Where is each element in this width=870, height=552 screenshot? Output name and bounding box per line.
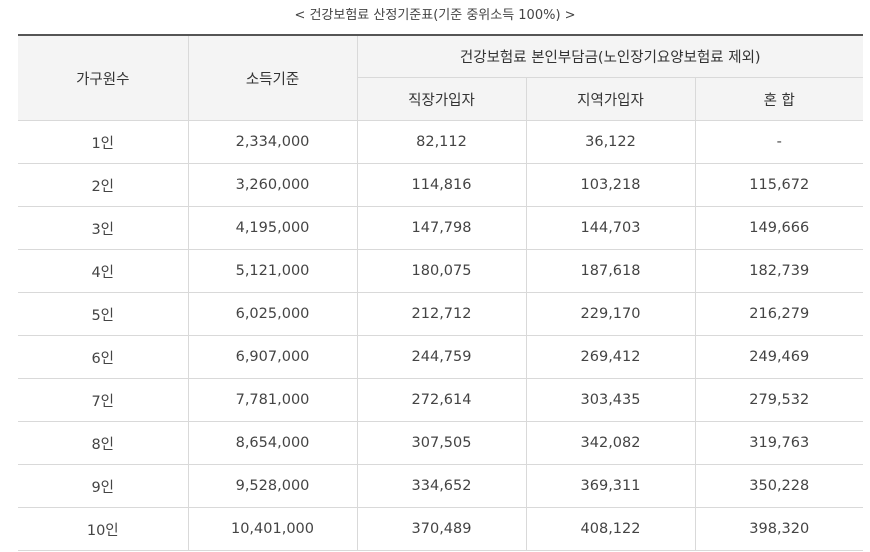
cell-household: 10인	[18, 507, 189, 551]
table-row: 4인 5,121,000 180,075 187,618 182,739	[18, 249, 863, 293]
cell-income: 7,781,000	[187, 378, 358, 422]
table-header: 가구원수 소득기준 건강보험료 본인부담금(노인장기요양보험료 제외) 직장가입…	[18, 34, 863, 121]
table-row: 10인 10,401,000 370,489 408,122 398,320	[18, 507, 863, 551]
cell-regional: 103,218	[525, 163, 696, 207]
cell-income: 3,260,000	[187, 163, 358, 207]
cell-workplace: 334,652	[356, 464, 527, 508]
cell-household: 6인	[18, 335, 189, 379]
cell-workplace: 370,489	[356, 507, 527, 551]
table-row: 9인 9,528,000 334,652 369,311 350,228	[18, 464, 863, 508]
cell-mixed: 182,739	[694, 249, 863, 293]
header-premium-group: 건강보험료 본인부담금(노인장기요양보험료 제외)	[356, 34, 863, 78]
header-regional: 지역가입자	[525, 77, 696, 121]
cell-household: 7인	[18, 378, 189, 422]
table-row: 2인 3,260,000 114,816 103,218 115,672	[18, 163, 863, 207]
header-household: 가구원수	[18, 34, 189, 121]
table-row: 5인 6,025,000 212,712 229,170 216,279	[18, 292, 863, 336]
header-workplace: 직장가입자	[357, 77, 527, 121]
cell-regional: 229,170	[525, 292, 696, 336]
cell-mixed: 350,228	[694, 464, 863, 508]
cell-income: 10,401,000	[187, 507, 358, 551]
cell-income: 6,907,000	[187, 335, 358, 379]
cell-regional: 144,703	[525, 206, 696, 250]
cell-mixed: 149,666	[694, 206, 863, 250]
cell-mixed: -	[694, 120, 863, 164]
cell-workplace: 307,505	[356, 421, 527, 465]
cell-regional: 342,082	[525, 421, 696, 465]
table-row: 3인 4,195,000 147,798 144,703 149,666	[18, 206, 863, 250]
table-caption: < 건강보험료 산정기준표(기준 중위소득 100%) >	[294, 8, 576, 23]
cell-household: 4인	[18, 249, 189, 293]
cell-regional: 369,311	[525, 464, 696, 508]
cell-mixed: 398,320	[694, 507, 863, 551]
cell-household: 9인	[18, 464, 189, 508]
cell-income: 8,654,000	[187, 421, 358, 465]
premium-table: 가구원수 소득기준 건강보험료 본인부담금(노인장기요양보험료 제외) 직장가입…	[18, 34, 863, 551]
cell-income: 5,121,000	[187, 249, 358, 293]
table-body: 1인 2,334,000 82,112 36,122 - 2인 3,260,00…	[18, 120, 863, 551]
cell-mixed: 115,672	[694, 163, 863, 207]
cell-regional: 187,618	[525, 249, 696, 293]
cell-workplace: 244,759	[356, 335, 527, 379]
cell-household: 3인	[18, 206, 189, 250]
cell-workplace: 82,112	[356, 120, 527, 164]
cell-mixed: 279,532	[694, 378, 863, 422]
cell-regional: 408,122	[525, 507, 696, 551]
table-row: 8인 8,654,000 307,505 342,082 319,763	[18, 421, 863, 465]
table-row: 7인 7,781,000 272,614 303,435 279,532	[18, 378, 863, 422]
cell-household: 5인	[18, 292, 189, 336]
cell-income: 2,334,000	[187, 120, 358, 164]
cell-income: 6,025,000	[187, 292, 358, 336]
table-row: 1인 2,334,000 82,112 36,122 -	[18, 120, 863, 164]
cell-household: 8인	[18, 421, 189, 465]
cell-regional: 269,412	[525, 335, 696, 379]
cell-household: 2인	[18, 163, 189, 207]
cell-workplace: 212,712	[356, 292, 527, 336]
cell-income: 4,195,000	[187, 206, 358, 250]
table-row: 6인 6,907,000 244,759 269,412 249,469	[18, 335, 863, 379]
cell-workplace: 272,614	[356, 378, 527, 422]
cell-income: 9,528,000	[187, 464, 358, 508]
header-mixed: 혼 합	[694, 77, 863, 121]
cell-regional: 36,122	[525, 120, 696, 164]
cell-workplace: 147,798	[356, 206, 527, 250]
cell-mixed: 216,279	[694, 292, 863, 336]
cell-mixed: 319,763	[694, 421, 863, 465]
cell-workplace: 180,075	[356, 249, 527, 293]
header-income: 소득기준	[187, 34, 358, 121]
cell-household: 1인	[18, 120, 189, 164]
cell-workplace: 114,816	[356, 163, 527, 207]
cell-mixed: 249,469	[694, 335, 863, 379]
cell-regional: 303,435	[525, 378, 696, 422]
